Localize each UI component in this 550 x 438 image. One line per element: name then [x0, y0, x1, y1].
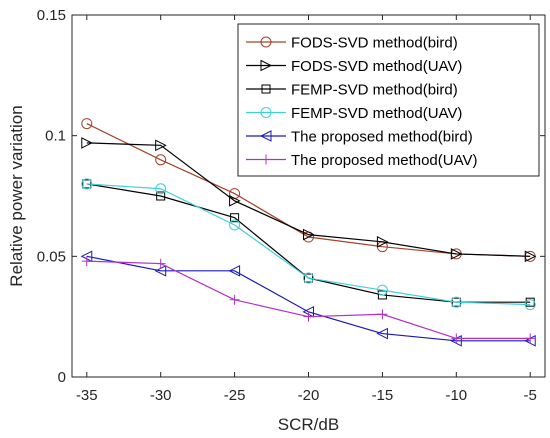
data-point	[525, 333, 536, 344]
series-2	[81, 137, 537, 263]
x-tick-label: -5	[524, 387, 537, 404]
legend-item: FEMP-SVD method(UAV)	[246, 105, 462, 122]
legend-item: The proposed method(UAV)	[246, 152, 477, 169]
data-point	[524, 250, 537, 263]
data-point	[450, 296, 462, 308]
data-point	[81, 178, 93, 190]
series-6	[81, 256, 536, 344]
data-point	[377, 309, 388, 320]
y-tick-label: 0	[58, 369, 66, 386]
legend-box	[237, 23, 540, 177]
legend-marker	[259, 130, 272, 142]
legend-label: The proposed method(UAV)	[291, 152, 477, 169]
data-point	[303, 228, 315, 241]
legend-label: FEMP-SVD method(UAV)	[291, 105, 462, 122]
series-line	[86, 142, 531, 257]
x-tick-label: -10	[445, 387, 467, 404]
data-point	[230, 213, 240, 223]
data-point	[303, 311, 314, 322]
data-point	[376, 284, 388, 296]
data-point	[228, 265, 241, 277]
legend: FODS-SVD method(bird) FODS-SVD method(UAV…	[237, 23, 540, 177]
data-point	[81, 137, 93, 149]
series-layer	[80, 118, 537, 347]
x-tick-label: -15	[372, 387, 394, 404]
data-point	[81, 256, 92, 267]
y-tick-label: 0.1	[45, 128, 66, 145]
data-point	[155, 139, 167, 152]
legend-marker	[261, 84, 271, 94]
legend-label: The proposed method(bird)	[291, 129, 473, 146]
data-point	[451, 333, 462, 344]
data-point	[303, 272, 314, 284]
legend-item: FODS-SVD method(UAV)	[246, 58, 462, 75]
x-tick-label: -25	[224, 387, 246, 404]
legend-label: FODS-SVD method(UAV)	[291, 58, 462, 75]
y-axis-label: Relative power variation	[7, 105, 26, 286]
x-tick-label: -30	[150, 387, 172, 404]
data-point	[229, 294, 240, 305]
data-point	[229, 195, 241, 207]
legend-item: The proposed method(bird)	[246, 129, 473, 146]
data-point	[155, 183, 167, 195]
data-point	[376, 327, 388, 340]
data-point	[155, 258, 166, 269]
legend-marker	[261, 154, 271, 165]
legend-label: FODS-SVD method(bird)	[291, 35, 458, 52]
data-point	[156, 191, 166, 201]
y-tick-label: 0.15	[37, 7, 66, 24]
data-point	[155, 154, 167, 166]
x-tick-label: -35	[76, 387, 98, 404]
data-point	[450, 248, 463, 260]
data-point	[81, 118, 93, 130]
ticks-layer: -35 -30 -25 -20 -15 -10 -5 0 0.05 0.1 0.15	[37, 7, 545, 404]
legend-items: FODS-SVD method(bird) FODS-SVD method(UAV…	[246, 35, 477, 169]
legend-item: FODS-SVD method(bird)	[246, 35, 458, 52]
data-point	[377, 290, 387, 300]
data-point	[229, 219, 241, 231]
legend-marker	[260, 59, 273, 72]
data-point	[524, 299, 536, 311]
data-point	[304, 273, 313, 283]
series-4	[81, 178, 536, 311]
y-tick-label: 0.05	[37, 248, 66, 265]
legend-marker	[260, 107, 272, 118]
legend-label: FEMP-SVD method(bird)	[291, 82, 458, 99]
legend-item: FEMP-SVD method(bird)	[246, 82, 458, 99]
series-line	[86, 183, 531, 306]
legend-marker	[260, 36, 272, 48]
data-point	[376, 236, 389, 248]
x-axis-label: SCR/dB	[278, 415, 339, 434]
x-tick-label: -20	[298, 387, 320, 404]
